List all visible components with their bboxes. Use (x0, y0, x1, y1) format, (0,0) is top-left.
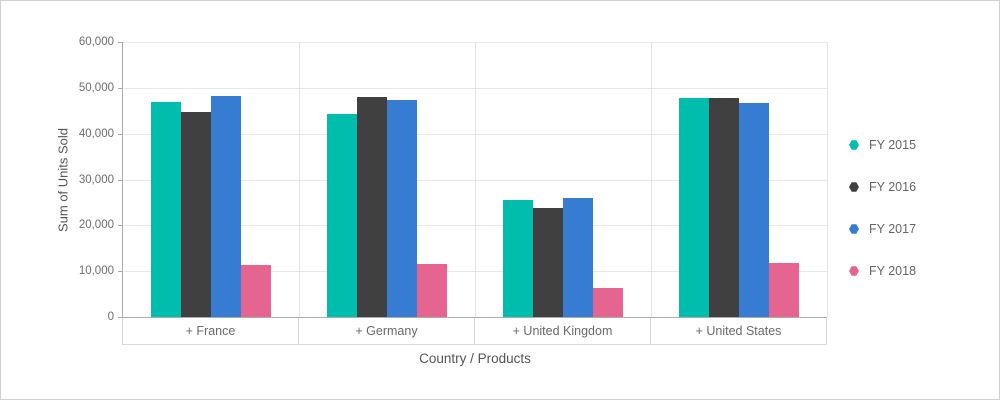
group-separator (299, 42, 300, 317)
bar-fy-2017-united-kingdom[interactable] (563, 198, 593, 317)
bar-fy-2016-united-states[interactable] (709, 97, 739, 317)
legend-marker-icon (849, 140, 859, 150)
group-separator (651, 42, 652, 317)
category-cell-france[interactable]: + France (122, 318, 299, 345)
y-tick-mark (118, 88, 123, 89)
bar-fy-2018-united-kingdom[interactable] (593, 288, 623, 317)
category-cell-united-states[interactable]: + United States (650, 318, 827, 345)
legend-item-fy-2017[interactable]: FY 2017 (849, 222, 916, 236)
legend-marker-icon (849, 266, 859, 276)
y-tick-mark (118, 271, 123, 272)
y-tick-mark (118, 134, 123, 135)
y-tick-mark (118, 42, 123, 43)
legend-marker-icon (849, 224, 859, 234)
category-cell-united-kingdom[interactable]: + United Kingdom (474, 318, 651, 345)
bar-fy-2015-france[interactable] (151, 101, 181, 317)
legend-item-fy-2016[interactable]: FY 2016 (849, 180, 916, 194)
group-separator (475, 42, 476, 317)
bar-fy-2018-france[interactable] (241, 264, 271, 318)
bar-fy-2017-germany[interactable] (387, 100, 417, 317)
x-axis-line (118, 317, 827, 318)
bar-fy-2018-united-states[interactable] (769, 262, 799, 317)
bar-fy-2016-germany[interactable] (357, 96, 387, 317)
y-axis-line (122, 42, 123, 345)
legend-label: FY 2015 (869, 138, 917, 152)
bar-fy-2015-germany[interactable] (327, 114, 357, 317)
y-tick-label: 20,000 (78, 219, 114, 231)
y-tick-label: 10,000 (78, 265, 114, 277)
bar-fy-2017-france[interactable] (211, 95, 241, 317)
y-tick-label: 0 (107, 311, 114, 323)
legend-marker-icon (849, 182, 859, 192)
y-tick-label: 60,000 (78, 36, 114, 48)
y-tick-label: 30,000 (78, 174, 114, 186)
bar-fy-2017-united-states[interactable] (739, 103, 769, 317)
legend-label: FY 2016 (869, 180, 917, 194)
legend-label: FY 2017 (869, 222, 917, 236)
legend-item-fy-2018[interactable]: FY 2018 (849, 264, 916, 278)
y-tick-label: 50,000 (78, 82, 114, 94)
y-tick-mark (118, 180, 123, 181)
category-cell-germany[interactable]: + Germany (298, 318, 475, 345)
bar-fy-2015-united-states[interactable] (679, 97, 709, 317)
y-tick-label: 40,000 (78, 128, 114, 140)
bar-fy-2018-germany[interactable] (417, 264, 447, 317)
y-tick-mark (118, 225, 123, 226)
legend-label: FY 2018 (869, 264, 917, 278)
plot-right-edge (827, 42, 828, 317)
bar-fy-2015-united-kingdom[interactable] (503, 200, 533, 317)
bar-fy-2016-united-kingdom[interactable] (533, 207, 563, 317)
x-axis-title: Country / Products (419, 351, 531, 366)
bar-fy-2016-france[interactable] (181, 112, 211, 317)
legend-item-fy-2015[interactable]: FY 2015 (849, 138, 916, 152)
